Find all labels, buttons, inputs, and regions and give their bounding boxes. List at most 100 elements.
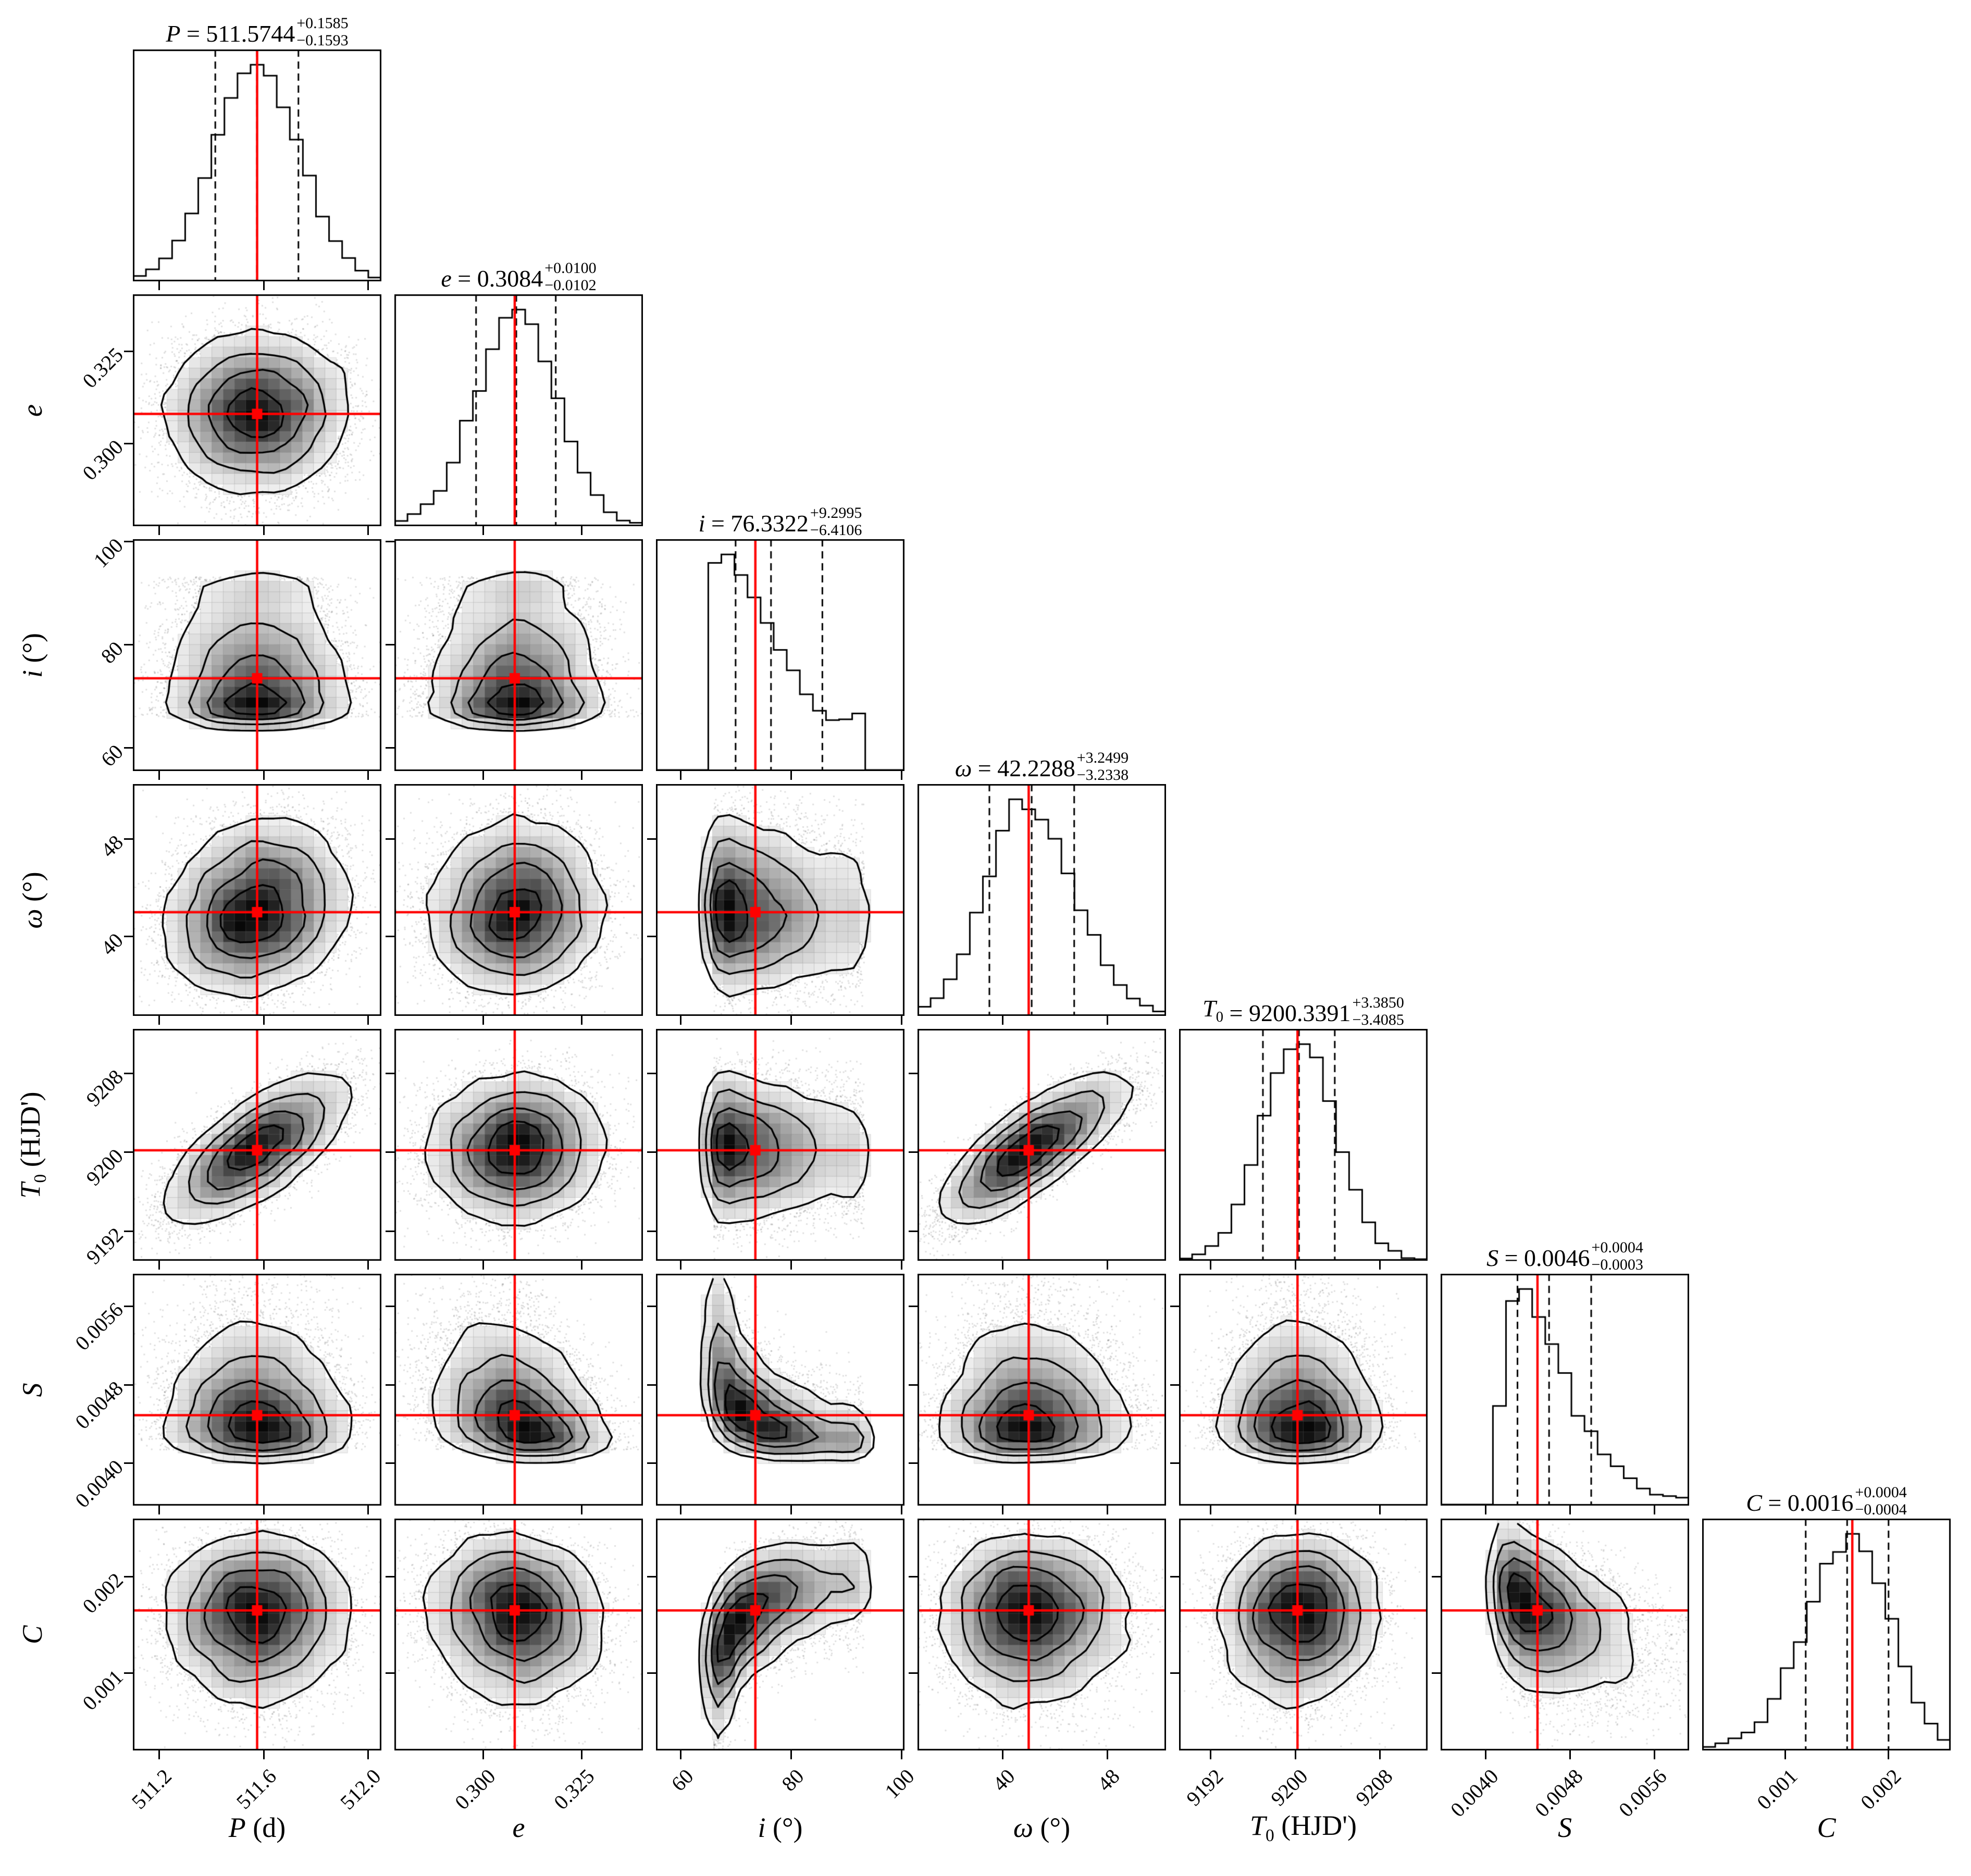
tick-mark [680, 771, 682, 780]
tick-mark [790, 1260, 792, 1270]
tick-mark [1569, 1750, 1571, 1759]
tick-mark [790, 1015, 792, 1025]
tick-mark [1001, 1750, 1003, 1759]
tick-mark [647, 1462, 656, 1464]
x-tick-label: 0.0056 [1614, 1764, 1671, 1822]
panel-e-C [394, 1519, 643, 1750]
tick-mark [1106, 1750, 1108, 1759]
diag-title-e: e = 0.3084 +0.0100 −0.0102 [441, 259, 597, 294]
tick-mark [901, 1505, 903, 1514]
y-tick-label: 0.0048 [70, 1376, 128, 1434]
hist-panel-w [918, 784, 1166, 1016]
panel-i-T0 [656, 1029, 904, 1261]
tick-mark [647, 1230, 656, 1232]
tick-mark [1106, 1015, 1108, 1025]
tick-mark [1001, 1015, 1003, 1025]
x-tick-label: 60 [666, 1764, 698, 1796]
tick-mark [790, 1750, 792, 1759]
tick-mark [1210, 1260, 1212, 1270]
tick-mark [1294, 1505, 1296, 1514]
tick-mark [367, 1750, 369, 1759]
tick-mark [1170, 1672, 1180, 1674]
tick-mark [1432, 1672, 1441, 1674]
tick-mark [1106, 1505, 1108, 1514]
hist-panel-C [1702, 1519, 1951, 1750]
x-tick-label: 9192 [1182, 1764, 1228, 1811]
tick-mark [263, 1260, 265, 1270]
panel-P-C [133, 1519, 381, 1750]
tick-mark [1379, 1750, 1381, 1759]
tick-mark [1294, 1750, 1296, 1759]
y-tick-label: 9200 [81, 1144, 128, 1190]
tick-mark [647, 1305, 656, 1307]
x-tick-label: 0.0040 [1445, 1764, 1503, 1822]
panel-e-w [394, 784, 643, 1016]
tick-mark [386, 838, 395, 840]
panel-T0-C [1179, 1519, 1428, 1750]
tick-mark [1170, 1575, 1180, 1577]
tick-mark [386, 1151, 395, 1153]
tick-mark [263, 1015, 265, 1025]
tick-mark [386, 644, 395, 646]
y-tick-label: 48 [96, 830, 128, 862]
x-tick-label: 9200 [1266, 1764, 1312, 1811]
panel-T0-S [1179, 1274, 1428, 1506]
x-tick-label: 511.6 [231, 1764, 281, 1814]
x-tick-label: 0.325 [549, 1764, 599, 1815]
hist-panel-i [656, 539, 904, 771]
panel-P-T0 [133, 1029, 381, 1261]
tick-mark [901, 771, 903, 780]
tick-mark [482, 1260, 484, 1270]
tick-mark [1170, 1462, 1180, 1464]
tick-mark [581, 1750, 583, 1759]
tick-mark [124, 1462, 133, 1464]
tick-mark [901, 1015, 903, 1025]
tick-mark [647, 936, 656, 938]
tick-mark [263, 1750, 265, 1759]
tick-mark [386, 936, 395, 938]
tick-mark [1210, 1505, 1212, 1514]
x-tick-label: 0.300 [450, 1764, 500, 1815]
hist-panel-S [1441, 1274, 1689, 1506]
tick-mark [158, 1505, 160, 1514]
tick-mark [647, 1575, 656, 1577]
tick-mark [1569, 1505, 1571, 1514]
tick-mark [1379, 1505, 1381, 1514]
panel-i-C [656, 1519, 904, 1750]
y-tick-label: 0.001 [78, 1664, 128, 1715]
x-axis-label-C: C [1817, 1812, 1836, 1843]
panel-i-w [656, 784, 904, 1016]
tick-mark [367, 1015, 369, 1025]
x-axis-label-P: P (d) [228, 1812, 286, 1843]
tick-mark [901, 1750, 903, 1759]
tick-mark [1485, 1505, 1487, 1514]
tick-mark [680, 1750, 682, 1759]
tick-mark [482, 1750, 484, 1759]
diag-title-P: P = 511.5744 +0.1585 −0.1593 [166, 15, 349, 49]
tick-mark [790, 1505, 792, 1514]
panel-w-S [918, 1274, 1166, 1506]
tick-mark [263, 526, 265, 535]
tick-mark [482, 526, 484, 535]
x-tick-label: 0.001 [1752, 1764, 1802, 1815]
tick-mark [909, 1230, 918, 1232]
y-axis-label-e: e [17, 404, 48, 417]
tick-mark [386, 747, 395, 749]
tick-mark [790, 771, 792, 780]
y-tick-label: 100 [89, 533, 128, 573]
y-axis-label-C: C [17, 1625, 48, 1644]
x-axis-label-e: e [512, 1812, 525, 1843]
tick-mark [901, 1260, 903, 1270]
diag-title-i: i = 76.3322 +9.2995 −6.4106 [698, 504, 862, 539]
x-tick-label: 511.2 [127, 1764, 176, 1814]
panel-i-S [656, 1274, 904, 1506]
panel-w-T0 [918, 1029, 1166, 1261]
tick-mark [1432, 1575, 1441, 1577]
tick-mark [1170, 1305, 1180, 1307]
tick-mark [1001, 1505, 1003, 1514]
tick-mark [263, 771, 265, 780]
y-tick-label: 80 [96, 636, 128, 668]
x-axis-label-T0: T0 (HJD') [1250, 1810, 1357, 1845]
tick-mark [581, 771, 583, 780]
panel-P-w [133, 784, 381, 1016]
